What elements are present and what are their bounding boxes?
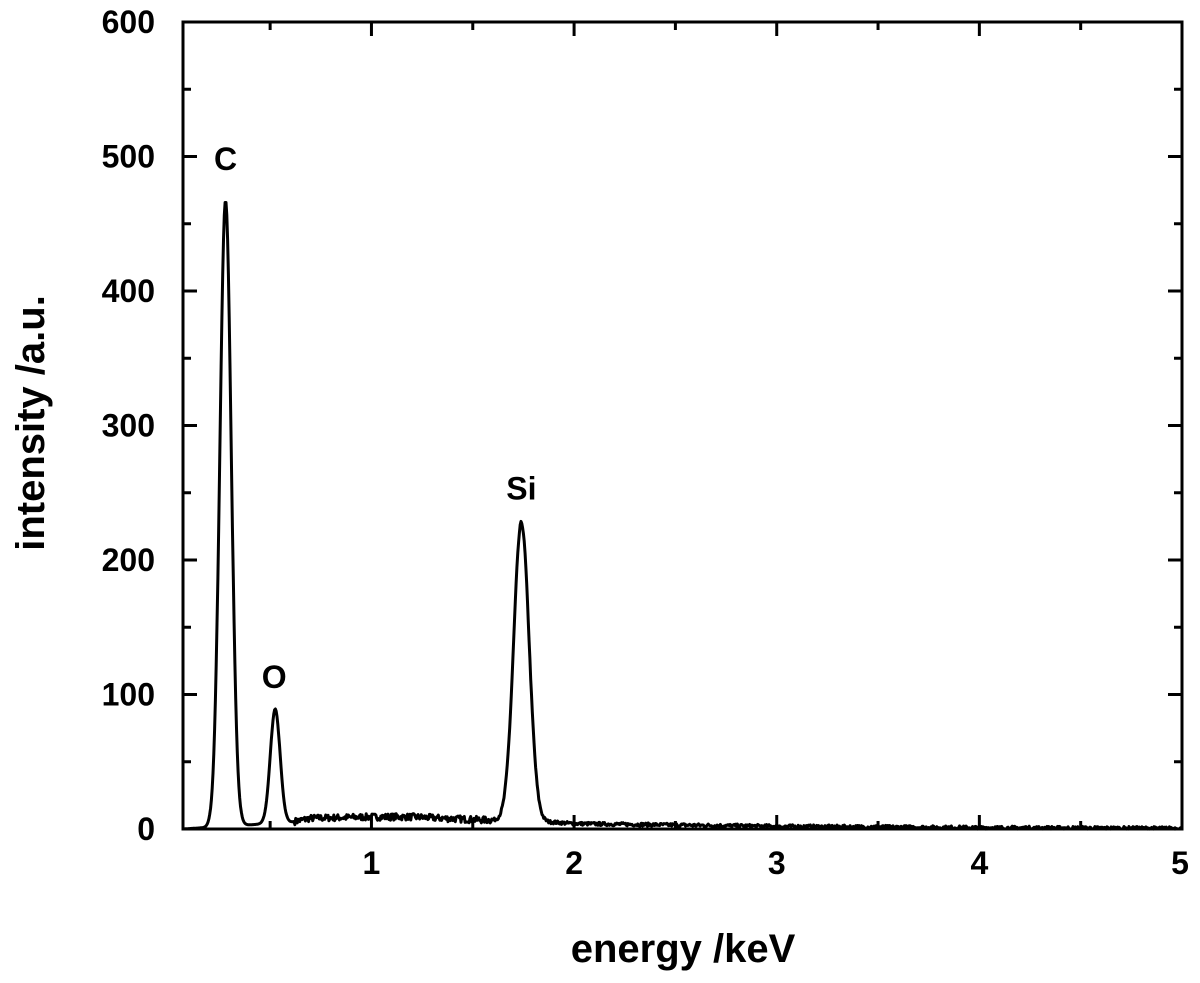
y-axis-ticks: 0 100 200 300 400 500 600: [102, 4, 1182, 847]
y-tick-label: 100: [102, 677, 155, 713]
plot-border: [181, 20, 1184, 831]
y-tick-label: 500: [102, 139, 155, 175]
spectrum-line: [182, 201, 1183, 831]
y-tick-label: 400: [102, 273, 155, 309]
peak-annotations: C O Si: [214, 141, 537, 695]
x-tick-label: 3: [768, 845, 786, 881]
x-axis-title: energy /keV: [571, 927, 796, 971]
x-tick-label: 4: [970, 845, 988, 881]
y-tick-label: 200: [102, 542, 155, 578]
y-tick-label: 600: [102, 4, 155, 40]
peak-label-o: O: [262, 659, 287, 695]
x-tick-label: 2: [565, 845, 583, 881]
peak-label-si: Si: [506, 470, 536, 506]
x-tick-label: 1: [363, 845, 381, 881]
y-tick-label: 300: [102, 408, 155, 444]
series-layer: [182, 201, 1183, 831]
y-axis-title: intensity /a.u.: [9, 295, 53, 551]
y-tick-label: 0: [137, 811, 155, 847]
peak-label-c: C: [214, 141, 237, 177]
x-tick-label: 5: [1171, 845, 1189, 881]
plot-frame: [181, 20, 1184, 831]
x-axis-ticks: 1 2 3 4 5: [268, 22, 1189, 881]
